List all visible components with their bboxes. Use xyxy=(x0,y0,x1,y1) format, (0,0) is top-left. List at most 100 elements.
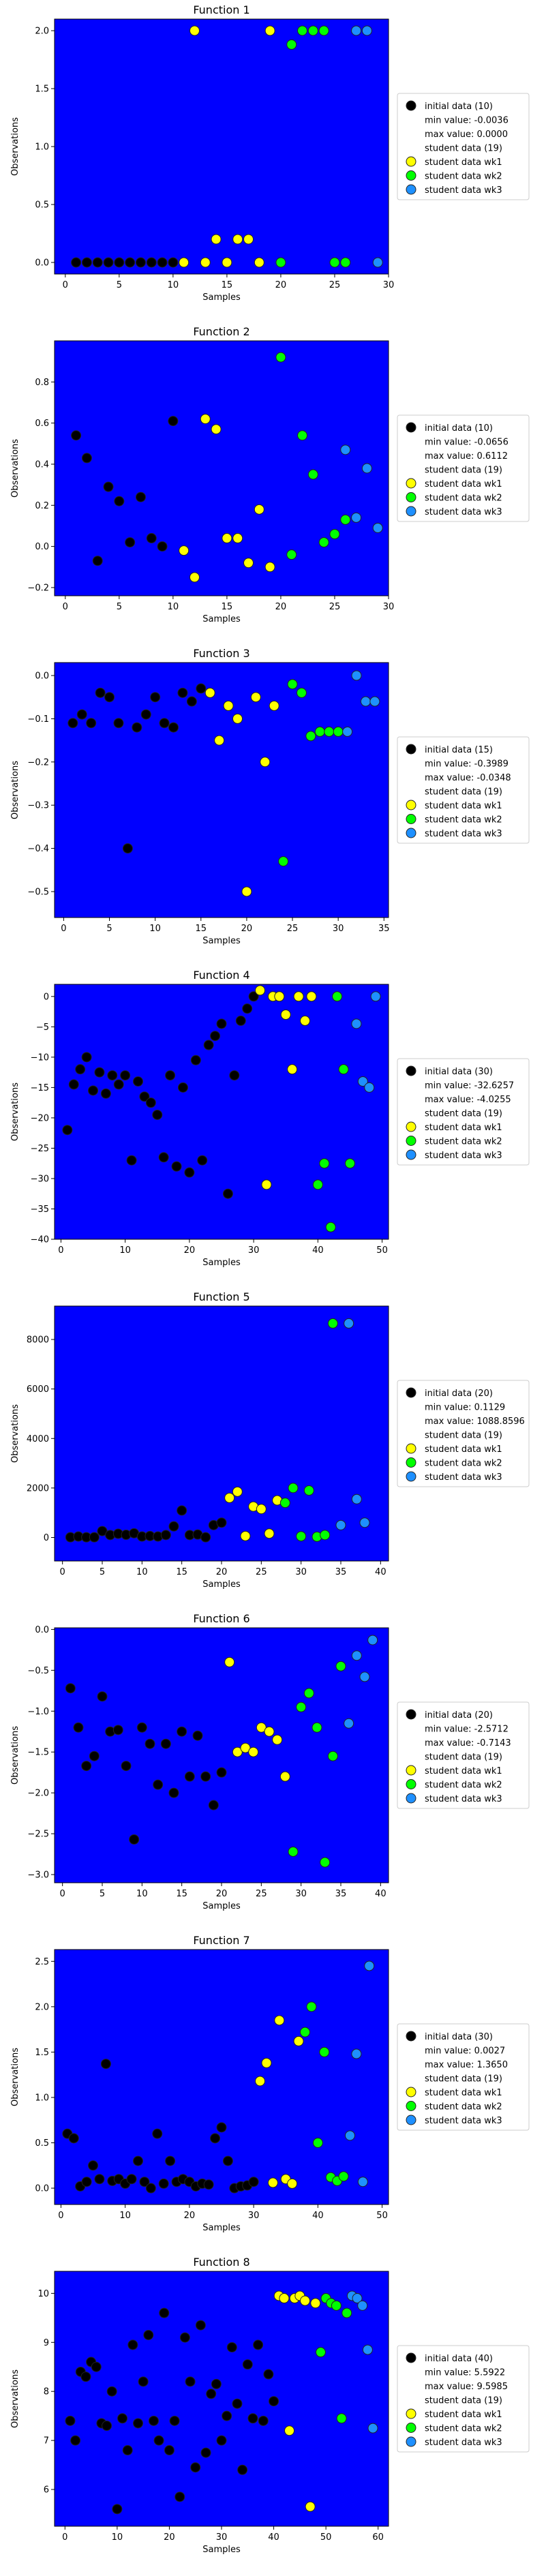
data-point-initial xyxy=(242,1003,253,1014)
legend-marker-wk2 xyxy=(406,1136,416,1146)
y-tick-label: −0.1 xyxy=(27,714,49,725)
y-tick-label: 6000 xyxy=(27,1384,49,1395)
y-tick-label: 8000 xyxy=(27,1335,49,1346)
data-point-wk2 xyxy=(320,1857,331,1868)
data-point-wk1 xyxy=(255,2076,266,2087)
legend-box xyxy=(397,2345,530,2453)
legend-entry: max value: 0.0000 xyxy=(425,130,508,140)
data-point-initial xyxy=(86,718,97,729)
data-point-wk1 xyxy=(280,1010,291,1020)
data-point-wk2 xyxy=(319,2046,330,2057)
legend-entry: student data (19) xyxy=(425,2074,502,2085)
data-point-wk2 xyxy=(344,1158,355,1169)
x-tick-label: 5 xyxy=(117,280,122,290)
data-point-wk2 xyxy=(307,469,318,480)
data-point-initial xyxy=(94,2174,105,2185)
data-point-initial xyxy=(133,1076,143,1087)
data-point-initial xyxy=(216,2122,227,2133)
y-tick-label: −10 xyxy=(31,1052,49,1063)
x-tick-label: 0 xyxy=(63,602,68,612)
legend-entry: min value: -0.0656 xyxy=(425,438,509,448)
y-tick-label: −0.2 xyxy=(27,757,49,768)
legend-entry: student data wk3 xyxy=(425,185,502,196)
legend-marker-wk1 xyxy=(406,478,416,489)
y-axis-label: Observations xyxy=(10,2048,20,2106)
chart-title: Function 7 xyxy=(193,1934,249,1947)
data-point-wk1 xyxy=(211,424,222,435)
data-point-initial xyxy=(65,2415,76,2426)
data-point-wk2 xyxy=(297,430,308,441)
data-point-initial xyxy=(158,1152,169,1163)
legend-entry: student data wk2 xyxy=(425,2424,502,2434)
data-point-initial xyxy=(165,2155,176,2166)
data-point-initial xyxy=(185,2376,196,2387)
data-point-wk1 xyxy=(279,1771,290,1782)
legend-marker-wk3 xyxy=(406,184,416,195)
data-point-wk1 xyxy=(243,558,254,569)
data-point-wk3 xyxy=(340,444,351,455)
x-axis-label: Samples xyxy=(202,292,241,303)
data-point-initial xyxy=(216,1517,227,1528)
legend-marker-wk2 xyxy=(406,2423,416,2433)
x-tick-label: 25 xyxy=(256,1567,267,1577)
data-point-initial xyxy=(168,257,179,268)
data-point-initial xyxy=(88,1085,99,1096)
data-point-initial xyxy=(143,2330,154,2340)
data-point-wk2 xyxy=(286,549,297,560)
x-tick-label: 20 xyxy=(275,280,287,290)
data-point-wk2 xyxy=(329,257,340,268)
data-point-wk1 xyxy=(305,2501,316,2512)
y-tick-label: −35 xyxy=(31,1204,49,1215)
data-point-wk2 xyxy=(275,352,286,363)
data-point-wk1 xyxy=(222,257,232,268)
data-point-initial xyxy=(89,1532,100,1543)
y-tick-label: 10 xyxy=(37,2289,49,2299)
data-point-initial xyxy=(91,2361,102,2372)
legend-entry: max value: -0.7143 xyxy=(425,1738,511,1748)
y-tick-label: 0.5 xyxy=(35,200,49,211)
data-point-initial xyxy=(177,1726,187,1737)
data-point-wk1 xyxy=(224,1492,235,1503)
data-point-initial xyxy=(152,1109,163,1120)
x-tick-label: 5 xyxy=(117,602,122,612)
data-point-initial xyxy=(81,1761,92,1772)
data-point-wk1 xyxy=(254,257,264,268)
data-point-initial xyxy=(125,257,136,268)
y-axis-label: Observations xyxy=(10,2369,20,2428)
data-point-initial xyxy=(269,2396,279,2407)
data-point-wk1 xyxy=(200,414,211,425)
data-point-initial xyxy=(129,1834,140,1845)
chart-panel-4: Function 4 0 10 20 30 40 50 0 −5 −10 −15 −20 −25 −30 −… xyxy=(10,969,530,1268)
x-tick-label: 30 xyxy=(295,1889,307,1899)
data-point-wk3 xyxy=(362,2344,373,2355)
data-point-initial xyxy=(112,2504,123,2515)
x-axis-label: Samples xyxy=(202,614,241,624)
data-point-wk3 xyxy=(357,2300,368,2311)
x-tick-label: 10 xyxy=(149,924,161,934)
legend-entry: initial data (10) xyxy=(425,423,493,434)
data-point-initial xyxy=(197,1155,208,1166)
data-point-wk1 xyxy=(214,735,225,746)
data-point-initial xyxy=(210,1031,221,1042)
data-point-wk3 xyxy=(367,1635,378,1646)
x-tick-label: 40 xyxy=(312,1245,324,1256)
y-axis-label: Observations xyxy=(10,1726,20,1785)
data-point-initial xyxy=(211,2378,222,2389)
legend-box xyxy=(397,1701,530,1809)
chart-panel-6: Function 6 0 5 10 15 20 25 30 35 40 0.0 −0.5 −1.0 −1.… xyxy=(10,1612,530,1911)
legend-marker-initial xyxy=(406,100,416,111)
x-tick-label: 30 xyxy=(295,1567,307,1577)
y-tick-label: −1.5 xyxy=(27,1748,49,1758)
legend-marker-wk2 xyxy=(406,492,416,502)
data-point-wk2 xyxy=(336,2413,347,2424)
data-point-initial xyxy=(103,257,114,268)
legend-entry: student data wk1 xyxy=(425,1766,502,1776)
legend-entry: min value: -0.3989 xyxy=(425,759,509,770)
y-tick-label: 1.5 xyxy=(35,85,49,95)
data-point-wk1 xyxy=(189,25,200,36)
data-point-initial xyxy=(70,2435,81,2446)
data-point-wk2 xyxy=(319,1158,330,1169)
legend-marker-initial xyxy=(406,1387,416,1398)
data-point-wk1 xyxy=(241,886,252,897)
x-tick-label: 50 xyxy=(320,2532,332,2543)
